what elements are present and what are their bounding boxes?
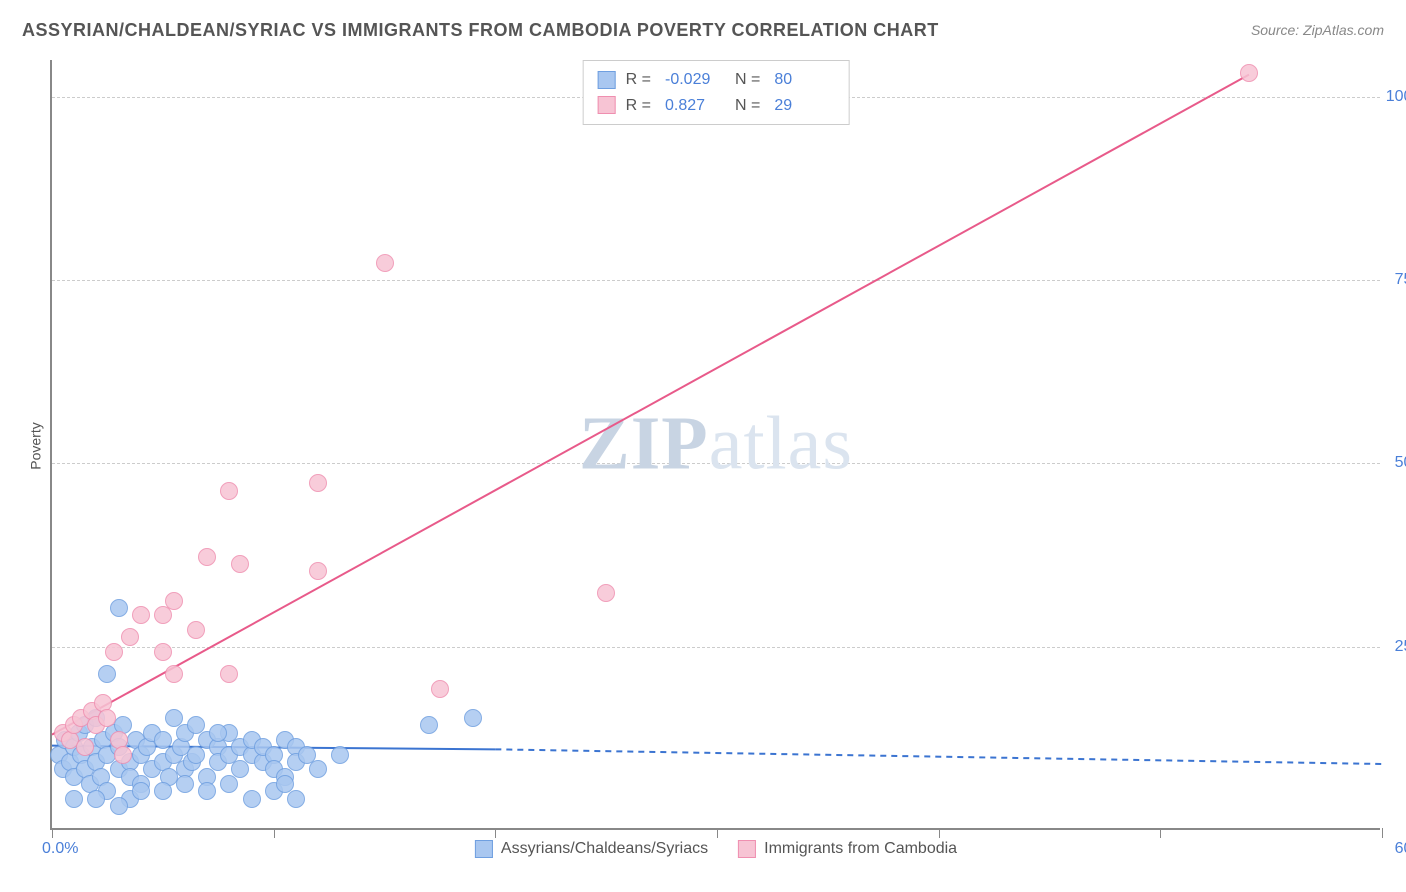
legend-r-label: R = [626, 93, 651, 119]
legend-n-value: 80 [774, 67, 834, 93]
data-point [243, 790, 261, 808]
data-point [154, 643, 172, 661]
data-point [132, 606, 150, 624]
data-point [105, 643, 123, 661]
plot-area: ZIPatlas R =-0.029N =80R =0.827N =29 Ass… [50, 60, 1380, 830]
data-point [187, 621, 205, 639]
legend-item: Assyrians/Chaldeans/Syriacs [475, 840, 708, 858]
data-point [110, 599, 128, 617]
data-point [187, 716, 205, 734]
trend-line-extrapolated [495, 749, 1382, 764]
data-point [331, 746, 349, 764]
data-point [220, 482, 238, 500]
data-point [154, 782, 172, 800]
x-end-label: 60.0% [1395, 840, 1406, 858]
legend-row: R = -0.029 N = 80 [598, 67, 835, 93]
legend-n-value: 29 [774, 93, 834, 119]
correlation-legend: R = -0.029 N = 80 R = 0.827 N = 29 [583, 60, 850, 125]
data-point [420, 716, 438, 734]
data-point [121, 628, 139, 646]
data-point [287, 790, 305, 808]
data-point [165, 665, 183, 683]
data-point [309, 562, 327, 580]
x-tick [939, 828, 940, 838]
legend-n-label: N = [735, 93, 760, 119]
data-point [132, 782, 150, 800]
data-point [597, 584, 615, 602]
data-point [464, 709, 482, 727]
data-point [198, 782, 216, 800]
data-point [231, 555, 249, 573]
data-point [154, 606, 172, 624]
data-point [220, 775, 238, 793]
legend-label: Assyrians/Chaldeans/Syriacs [501, 840, 708, 858]
legend-swatch [475, 840, 493, 858]
legend-r-value: 0.827 [665, 93, 725, 119]
y-tick-label: 75.0% [1395, 271, 1406, 289]
data-point [309, 760, 327, 778]
data-point [165, 709, 183, 727]
data-point [87, 790, 105, 808]
legend-swatch [598, 71, 616, 89]
y-tick-label: 25.0% [1395, 638, 1406, 656]
data-point [98, 709, 116, 727]
data-point [431, 680, 449, 698]
x-tick [495, 828, 496, 838]
legend-swatch [598, 96, 616, 114]
legend-item: Immigrants from Cambodia [738, 840, 957, 858]
data-point [165, 592, 183, 610]
x-tick [1382, 828, 1383, 838]
y-tick-label: 100.0% [1386, 88, 1406, 106]
data-point [176, 775, 194, 793]
data-point [110, 797, 128, 815]
data-point [376, 254, 394, 272]
y-axis-label: Poverty [28, 422, 44, 469]
x-tick [274, 828, 275, 838]
data-point [309, 474, 327, 492]
legend-r-value: -0.029 [665, 67, 725, 93]
data-point [1240, 64, 1258, 82]
trend-lines-layer [52, 60, 1380, 828]
x-tick [52, 828, 53, 838]
series-legend: Assyrians/Chaldeans/Syriacs Immigrants fr… [475, 840, 957, 858]
x-tick [717, 828, 718, 838]
x-origin-label: 0.0% [42, 840, 78, 858]
data-point [198, 548, 216, 566]
legend-r-label: R = [626, 67, 651, 93]
legend-row: R = 0.827 N = 29 [598, 93, 835, 119]
legend-n-label: N = [735, 67, 760, 93]
source-attribution: Source: ZipAtlas.com [1251, 22, 1384, 38]
data-point [209, 724, 227, 742]
trend-line [52, 75, 1249, 735]
data-point [187, 746, 205, 764]
data-point [220, 665, 238, 683]
data-point [98, 665, 116, 683]
data-point [65, 790, 83, 808]
y-tick-label: 50.0% [1395, 454, 1406, 472]
legend-label: Immigrants from Cambodia [764, 840, 957, 858]
x-tick [1160, 828, 1161, 838]
legend-swatch [738, 840, 756, 858]
data-point [76, 738, 94, 756]
data-point [114, 746, 132, 764]
chart-title: ASSYRIAN/CHALDEAN/SYRIAC VS IMMIGRANTS F… [22, 20, 939, 41]
